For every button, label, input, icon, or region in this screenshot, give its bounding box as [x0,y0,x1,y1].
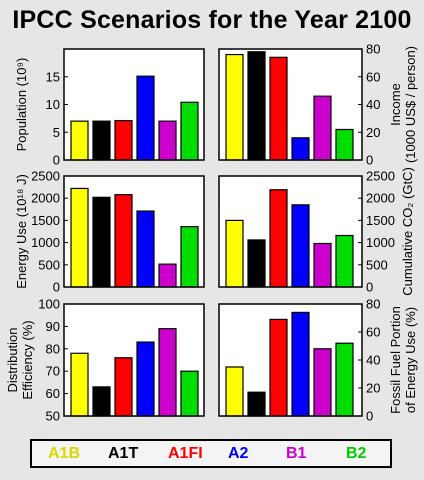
fossil-fuel-portion-tick-label: 40 [366,353,380,368]
legend-entry-a2: A2 [228,445,249,462]
fossil-fuel-portion-tick-label: 20 [366,381,380,396]
income-bar-a1b [225,53,244,161]
distribution-efficiency-bar-a2 [136,341,155,417]
distribution-efficiency-tick-label: 100 [38,297,60,312]
fossil-fuel-portion-tick-label: 60 [366,325,380,340]
population-tick-label: 0 [53,153,60,168]
distribution-efficiency-bar-a1t [92,386,111,417]
distribution-efficiency-tick-label: 60 [46,386,60,401]
cumulative-co2-tick-label: 2500 [366,169,395,184]
energy-use-tick-label: 2000 [31,191,60,206]
distribution-efficiency-axis-label: Distribution [5,327,20,392]
energy-use-tick-label: 500 [38,257,60,272]
legend-entry-b1: B1 [286,445,307,462]
cumulative-co2-tick-label: 1000 [366,235,395,250]
cumulative-co2-bar-a1fi [269,189,288,288]
fossil-fuel-portion-bar-a1fi [269,318,288,417]
fossil-fuel-portion-axis-label: Fossil Fuel Portion [388,306,403,414]
population-axis-label: Population (10⁹) [14,58,29,152]
income-bar-b1 [313,95,332,161]
distribution-efficiency-bar-a1fi [114,357,133,417]
energy-use-bar-b2 [180,226,199,288]
fossil-fuel-portion-bar-b2 [335,342,354,417]
distribution-efficiency-tick-label: 70 [46,364,60,379]
income-axis-label: (1000 US$ / person) [403,46,418,163]
legend: A1B A1T A1FI A2 B1 B2 [30,439,392,468]
income-tick-label: 40 [366,97,380,112]
cumulative-co2-bar-b1 [313,242,332,288]
income-bar-a1t [247,51,266,161]
legend-entry-b2: B2 [346,445,367,462]
fossil-fuel-portion-tick-label: 80 [366,297,380,312]
fossil-fuel-portion-bar-b1 [313,348,332,417]
legend-entry-a1fi: A1FI [168,445,203,462]
distribution-efficiency-bar-b2 [180,370,199,417]
energy-use-tick-label: 1000 [31,235,60,250]
population-bar-a1b [70,120,89,161]
income-axis-label: Income [388,83,403,126]
energy-use-bar-a1fi [114,194,133,288]
energy-use-tick-label: 0 [53,280,60,295]
cumulative-co2-bar-a1t [247,239,266,288]
cumulative-co2-tick-label: 0 [366,280,373,295]
page-title: IPCC Scenarios for the Year 2100 [12,6,412,34]
population-tick-label: 15 [46,69,60,84]
distribution-efficiency-tick-label: 90 [46,319,60,334]
cumulative-co2-bar-b2 [335,234,354,288]
cumulative-co2-tick-label: 2000 [366,191,395,206]
income-tick-label: 60 [366,69,380,84]
energy-use-tick-label: 1500 [31,213,60,228]
population-bar-a1fi [114,119,133,161]
energy-use-tick-label: 2500 [31,169,60,184]
distribution-efficiency-tick-label: 50 [46,409,60,424]
distribution-efficiency-bar-a1b [70,352,89,417]
population-bar-a1t [92,120,111,161]
energy-use-frame [63,175,205,288]
cumulative-co2-tick-label: 1500 [366,213,395,228]
population-tick-label: 5 [53,125,60,140]
energy-use-bar-a2 [136,210,155,288]
cumulative-co2-bar-a2 [291,204,310,288]
income-bar-b2 [335,128,354,161]
cumulative-co2-frame [218,175,363,288]
income-tick-label: 20 [366,125,380,140]
population-bar-b1 [158,120,177,161]
fossil-fuel-portion-axis-label: of Energy Use (%) [403,307,418,413]
income-tick-label: 80 [366,42,380,57]
cumulative-co2-axis-label: Cumulative CO₂ (GtC) [400,167,415,296]
fossil-fuel-portion-bar-a1b [225,366,244,417]
energy-use-bar-a1t [92,196,111,288]
energy-use-bar-a1b [70,187,89,288]
distribution-efficiency-frame [63,303,205,417]
cumulative-co2-bar-a1b [225,219,244,288]
fossil-fuel-portion-bar-a2 [291,311,310,417]
energy-use-axis-label: Energy Use (10¹⁸ J) [14,174,29,289]
fossil-fuel-portion-bar-a1t [247,391,266,417]
income-bar-a2 [291,137,310,161]
income-bar-a1fi [269,56,288,161]
population-bar-b2 [180,101,199,161]
distribution-efficiency-tick-label: 80 [46,341,60,356]
distribution-efficiency-axis-label: Efficiency (%) [20,320,35,399]
legend-entry-a1t: A1T [108,445,139,462]
income-tick-label: 0 [366,153,373,168]
energy-use-bar-b1 [158,263,177,288]
population-bar-a2 [136,75,155,161]
population-tick-label: 10 [46,97,60,112]
distribution-efficiency-bar-b1 [158,328,177,417]
fossil-fuel-portion-tick-label: 0 [366,409,373,424]
legend-entry-a1b: A1B [48,445,81,462]
cumulative-co2-tick-label: 500 [366,257,388,272]
